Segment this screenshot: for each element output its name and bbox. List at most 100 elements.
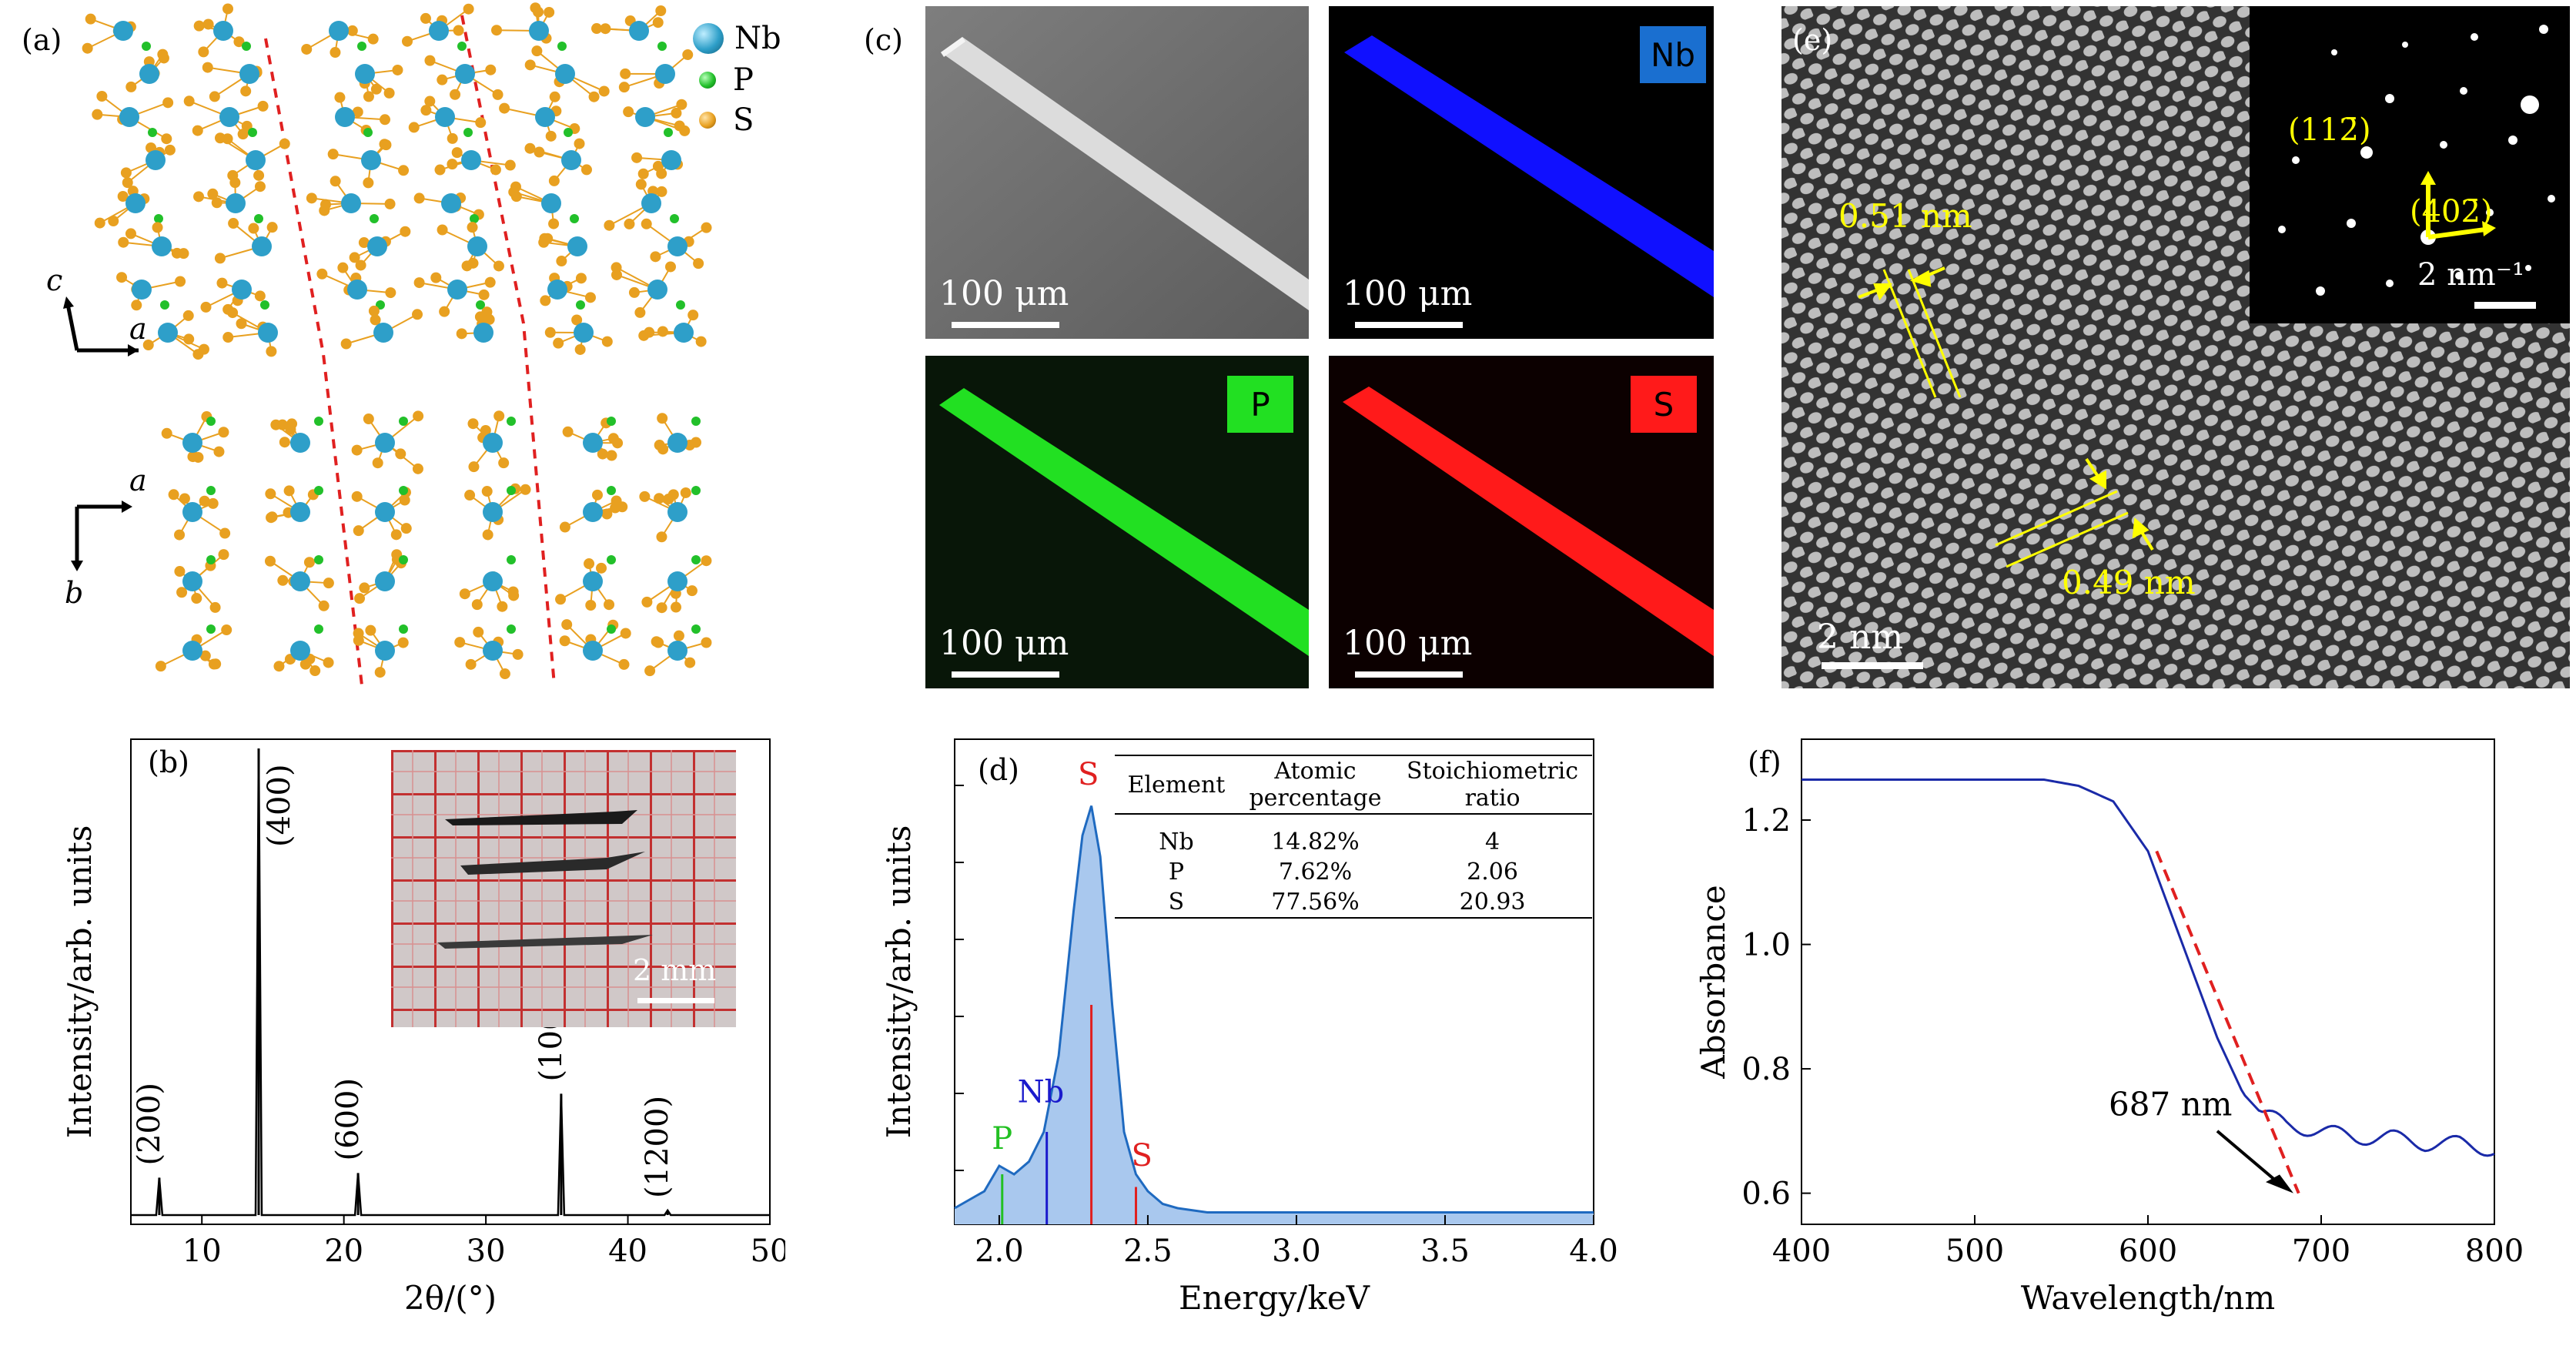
s-atom <box>674 120 685 131</box>
nb-atom <box>290 571 310 591</box>
s-atom <box>392 65 403 75</box>
x-axis-label: 2θ/(°) <box>404 1279 497 1317</box>
panel-c-label: (c) <box>864 23 903 57</box>
s-atom <box>563 427 574 437</box>
spacing-label-2: 0.49 nm <box>2062 564 2196 601</box>
miller-index-2: (402̄) <box>2410 194 2493 229</box>
s-atom <box>398 165 409 176</box>
s-atom <box>352 445 363 456</box>
s-atom <box>629 287 640 298</box>
s-atom <box>413 464 423 474</box>
s-atom <box>162 428 172 439</box>
peak-label: S <box>1078 757 1099 792</box>
s-atom <box>493 260 504 271</box>
s-atom <box>92 109 102 120</box>
p-atom <box>314 555 323 564</box>
s-atom <box>555 594 566 604</box>
s-atom <box>380 114 390 125</box>
s-atom <box>183 333 194 344</box>
nb-atom <box>182 641 202 661</box>
s-atom <box>227 307 238 318</box>
p-atom <box>254 214 263 223</box>
p-atom <box>206 555 216 564</box>
nb-atom <box>574 323 594 343</box>
nb-atom <box>219 107 239 127</box>
nb-atom <box>667 641 687 661</box>
s-atom <box>548 219 559 229</box>
s-atom <box>638 330 649 341</box>
element-box-nb: Nb <box>1640 26 1706 83</box>
nb-atom <box>113 21 133 41</box>
s-atom <box>400 226 410 237</box>
panel-a: (a) c a a b Nb P <box>0 0 816 693</box>
panel-b-label: (b) <box>148 745 189 779</box>
s-atom <box>653 17 664 28</box>
s-atom <box>534 147 544 158</box>
s-atom <box>253 170 264 181</box>
s-atom <box>337 263 348 273</box>
s-atom <box>681 487 691 498</box>
nb-atom <box>583 433 603 453</box>
s-atom <box>323 578 334 588</box>
s-atom <box>656 531 667 542</box>
nb-atom <box>290 433 310 453</box>
scalebar-label: 100 μm <box>1343 274 1472 313</box>
scalebar <box>1355 671 1463 678</box>
y-axis-label: Intensity/arb. units <box>61 825 99 1139</box>
inset-scalebar-label: 2 mm <box>633 953 716 987</box>
s-atom <box>236 318 246 329</box>
s-atom <box>200 302 211 313</box>
nb-atom <box>555 64 575 84</box>
s-atom <box>156 661 166 671</box>
p-atom <box>399 417 408 426</box>
s-atom <box>116 272 127 283</box>
s-atom <box>671 602 681 613</box>
s-atom <box>356 259 366 270</box>
p-atom <box>676 300 685 310</box>
legend-label-s: S <box>733 102 754 138</box>
s-atom <box>453 25 464 36</box>
peak-label: S <box>1132 1138 1153 1173</box>
s-atom <box>414 193 425 203</box>
nb-atom-icon <box>693 23 724 54</box>
p-atom <box>657 42 667 51</box>
s-atom <box>475 117 486 128</box>
s-atom <box>560 635 570 646</box>
s-atom <box>209 91 220 102</box>
x-tick-label: 500 <box>1945 1234 2004 1269</box>
s-atom <box>701 223 712 233</box>
nb-atom <box>583 502 603 522</box>
s-atom <box>524 143 535 154</box>
s-atom <box>439 306 450 317</box>
p-atom <box>607 555 616 564</box>
s-atom <box>485 65 496 75</box>
s-atom <box>654 440 665 450</box>
s-atom <box>424 55 435 66</box>
s-atom <box>531 45 542 56</box>
s-atom <box>641 219 652 229</box>
xrd-inset-photo: 2 mm <box>391 750 736 1027</box>
scalebar-label: 2 nm <box>1817 618 1903 657</box>
s-atom <box>540 295 550 306</box>
s-atom <box>602 336 613 347</box>
p-atom <box>691 486 701 495</box>
s-atom <box>165 145 176 156</box>
s-atom <box>584 558 594 569</box>
s-atom <box>656 186 667 197</box>
s-atom <box>610 503 621 514</box>
s-atom <box>599 85 610 96</box>
s-atom <box>409 122 420 132</box>
nb-atom <box>132 280 152 300</box>
table-row: Nb 14.82% 4 <box>1115 814 1592 857</box>
legend-label-nb: Nb <box>734 21 781 56</box>
s-atom <box>328 149 339 159</box>
s-atom <box>693 258 704 269</box>
nb-atom <box>329 21 349 41</box>
p-atom <box>363 128 373 137</box>
nb-atom <box>355 64 375 84</box>
nb-atom <box>635 107 655 127</box>
p-atom <box>142 42 151 51</box>
table-row: P 7.62% 2.06 <box>1115 857 1592 887</box>
nb-atom <box>467 236 487 256</box>
